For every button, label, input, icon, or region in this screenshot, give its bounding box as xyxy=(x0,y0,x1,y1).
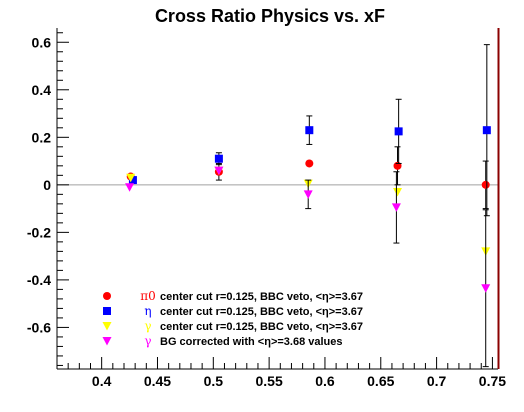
legend-symbol: η xyxy=(144,304,151,318)
legend-marker xyxy=(103,292,111,300)
data-point xyxy=(125,183,135,192)
data-point xyxy=(481,180,490,189)
legend: π0 center cut r=0.125, BBC veto, <η>=3.67… xyxy=(102,289,363,348)
data-point xyxy=(394,127,403,136)
legend-label: BG corrected with <η>=3.68 values xyxy=(160,336,343,348)
axis-ticks: -0.6 -0.4 -0.2 0 0.2 0.4 0.6 0.4 0.45 0.5 0.55 0.6 0… xyxy=(27,32,506,389)
legend-label: center cut r=0.125, BBC veto, <η>=3.67 xyxy=(160,321,363,333)
data-point xyxy=(305,159,314,168)
data-point xyxy=(481,284,491,293)
legend-symbol: γ xyxy=(144,334,151,348)
series-4 xyxy=(125,166,491,368)
data-point xyxy=(393,187,403,197)
y-tick-label: 0 xyxy=(43,177,51,193)
legend-label: center cut r=0.125, BBC veto, <η>=3.67 xyxy=(160,306,363,318)
data-point xyxy=(303,190,313,199)
data-point xyxy=(126,173,136,183)
y-tick-label: -0.4 xyxy=(27,272,51,288)
x-tick-label: 0.65 xyxy=(367,373,394,389)
data-points xyxy=(125,44,491,368)
x-tick-label: 0.5 xyxy=(204,373,224,389)
chart-title: Cross Ratio Physics vs. xF xyxy=(155,6,385,26)
axes xyxy=(56,28,500,370)
y-tick-label: -0.6 xyxy=(27,319,51,335)
data-point xyxy=(391,203,401,212)
data-point xyxy=(214,166,224,176)
data-point xyxy=(214,154,223,163)
data-point xyxy=(128,176,137,185)
y-tick-label: 0.2 xyxy=(32,129,52,145)
y-tick-label: 0.6 xyxy=(32,34,52,50)
x-tick-label: 0.55 xyxy=(256,373,283,389)
y-tick-label: 0.4 xyxy=(32,82,52,98)
x-tick-label: 0.45 xyxy=(144,373,171,389)
legend-label: center cut r=0.125, BBC veto, <η>=3.67 xyxy=(160,291,363,303)
series-2 xyxy=(128,44,491,217)
y-tick-label: -0.2 xyxy=(27,224,51,240)
legend-marker xyxy=(102,322,112,331)
x-tick-label: 0.75 xyxy=(479,373,506,389)
data-point xyxy=(305,126,314,135)
x-tick-label: 0.7 xyxy=(427,373,447,389)
legend-marker xyxy=(103,307,111,315)
x-tick-label: 0.4 xyxy=(92,373,112,389)
data-point xyxy=(482,126,491,135)
legend-marker xyxy=(102,337,112,346)
legend-symbol: π0 xyxy=(140,289,156,303)
legend-symbol: γ xyxy=(144,319,151,333)
x-tick-label: 0.6 xyxy=(315,373,335,389)
